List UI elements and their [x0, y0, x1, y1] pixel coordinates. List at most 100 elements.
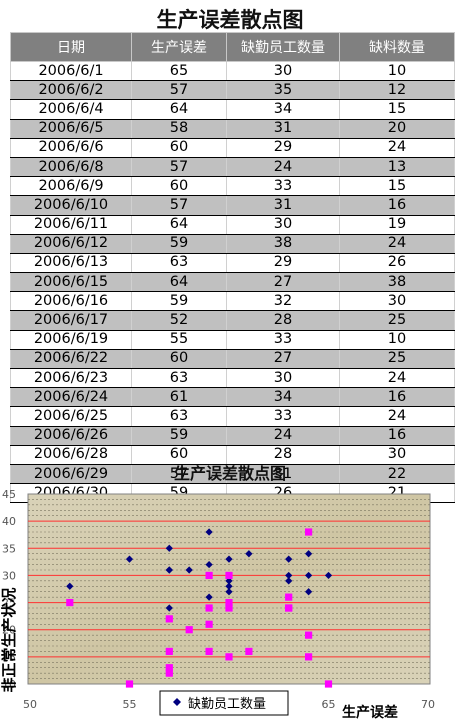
table-cell[interactable]: 2006/6/22 — [10, 349, 132, 370]
table-cell[interactable]: 33 — [226, 176, 340, 197]
table-cell[interactable]: 59 — [131, 291, 227, 312]
material-shortage-point — [205, 604, 213, 612]
table-cell[interactable]: 24 — [339, 234, 455, 254]
table-cell[interactable]: 2006/6/10 — [10, 195, 132, 216]
table-cell[interactable]: 33 — [226, 330, 340, 350]
table-cell[interactable]: 27 — [226, 272, 340, 293]
table-cell[interactable]: 2006/6/26 — [10, 426, 132, 446]
material-shortage-point — [324, 680, 333, 688]
table-cell[interactable]: 29 — [226, 138, 340, 158]
table-cell[interactable]: 16 — [339, 195, 455, 216]
table-cell[interactable]: 2006/6/4 — [10, 99, 132, 120]
table-cell[interactable]: 30 — [339, 445, 455, 465]
table-cell[interactable]: 2006/6/29 — [10, 464, 132, 485]
table-cell[interactable]: 2006/6/24 — [10, 387, 132, 408]
table-cell[interactable]: 63 — [131, 253, 227, 274]
table-cell[interactable]: 2006/6/19 — [10, 330, 132, 350]
table-cell[interactable]: 2006/6/16 — [10, 291, 132, 312]
table-cell[interactable]: 64 — [131, 215, 227, 235]
material-shortage-point — [165, 647, 173, 656]
table-cell[interactable]: 16 — [339, 426, 455, 446]
table-cell[interactable]: 30 — [339, 291, 455, 312]
minor-gridlines — [28, 499, 430, 679]
table-cell[interactable]: 24 — [339, 406, 455, 427]
table-cell[interactable]: 55 — [131, 330, 227, 350]
table-cell[interactable]: 2006/6/15 — [10, 272, 132, 293]
table-cell[interactable]: 63 — [131, 368, 227, 389]
table-cell[interactable]: 57 — [131, 464, 227, 485]
table-cell[interactable]: 13 — [339, 157, 455, 178]
table-cell[interactable]: 28 — [226, 310, 340, 331]
table-cell[interactable]: 2006/6/11 — [10, 215, 132, 235]
table-cell[interactable]: 52 — [131, 310, 227, 331]
table-cell[interactable]: 27 — [226, 349, 340, 370]
table-cell[interactable]: 64 — [131, 99, 227, 120]
table-cell[interactable]: 2006/6/25 — [10, 406, 132, 427]
y-tick-label: 25 — [2, 597, 16, 610]
table-cell[interactable]: 64 — [131, 272, 227, 293]
table-cell[interactable]: 22 — [339, 464, 455, 485]
table-cell[interactable]: 30 — [226, 368, 340, 389]
table-cell[interactable]: 30 — [226, 215, 340, 235]
table-cell[interactable]: 29 — [226, 253, 340, 274]
table-cell[interactable]: 24 — [339, 368, 455, 389]
table-cell[interactable]: 2006/6/1 — [10, 61, 132, 82]
table-cell[interactable]: 38 — [226, 234, 340, 254]
table-cell[interactable]: 60 — [131, 176, 227, 197]
table-cell[interactable]: 61 — [131, 387, 227, 408]
table-cell[interactable]: 16 — [339, 387, 455, 408]
table-cell[interactable]: 60 — [131, 445, 227, 465]
table-cell[interactable]: 19 — [339, 215, 455, 235]
table-cell[interactable]: 25 — [339, 310, 455, 331]
column-header[interactable]: 生产误差 — [131, 32, 227, 62]
table-cell[interactable]: 35 — [226, 80, 340, 101]
table-cell[interactable]: 34 — [226, 99, 340, 120]
table-cell[interactable]: 26 — [339, 253, 455, 274]
table-cell[interactable]: 15 — [339, 176, 455, 197]
table-row: 2006/6/19 55 33 10 — [10, 330, 455, 350]
table-cell[interactable]: 10 — [339, 61, 455, 82]
column-header[interactable]: 缺勤员工数量 — [226, 32, 340, 62]
table-cell[interactable]: 24 — [226, 426, 340, 446]
absent-staff-point — [165, 604, 173, 612]
column-header[interactable]: 日期 — [10, 32, 132, 62]
table-cell[interactable]: 30 — [226, 61, 340, 82]
table-cell[interactable]: 2006/6/9 — [10, 176, 132, 197]
table-cell[interactable]: 57 — [131, 80, 227, 101]
table-cell[interactable]: 58 — [131, 119, 227, 139]
table-cell[interactable]: 2006/6/8 — [10, 157, 132, 178]
table-cell[interactable]: 60 — [131, 349, 227, 370]
table-cell[interactable]: 2006/6/2 — [10, 80, 132, 101]
table-cell[interactable]: 10 — [339, 330, 455, 350]
table-cell[interactable]: 60 — [131, 138, 227, 158]
table-cell[interactable]: 57 — [131, 195, 227, 216]
table-cell[interactable]: 20 — [339, 119, 455, 139]
table-cell[interactable]: 24 — [339, 138, 455, 158]
table-cell[interactable]: 65 — [131, 61, 227, 82]
x-tick-label: 55 — [123, 698, 137, 711]
table-cell[interactable]: 59 — [131, 426, 227, 446]
table-cell[interactable]: 2006/6/28 — [10, 445, 132, 465]
table-cell[interactable]: 32 — [226, 291, 340, 312]
absent-staff-point — [185, 566, 193, 574]
table-row: 2006/6/16 59 32 30 — [10, 291, 455, 312]
table-cell[interactable]: 59 — [131, 234, 227, 254]
table-cell[interactable]: 63 — [131, 406, 227, 427]
table-cell[interactable]: 31 — [226, 119, 340, 139]
table-cell[interactable]: 31 — [226, 195, 340, 216]
table-cell[interactable]: 2006/6/23 — [10, 368, 132, 389]
column-header[interactable]: 缺料数量 — [339, 32, 455, 62]
table-cell[interactable]: 12 — [339, 80, 455, 101]
table-cell[interactable]: 34 — [226, 387, 340, 408]
table-cell[interactable]: 25 — [339, 349, 455, 370]
table-cell[interactable]: 2006/6/5 — [10, 119, 132, 139]
table-cell[interactable]: 57 — [131, 157, 227, 178]
table-cell[interactable]: 2006/6/13 — [10, 253, 132, 274]
table-cell[interactable]: 2006/6/17 — [10, 310, 132, 331]
table-cell[interactable]: 38 — [339, 272, 455, 293]
table-cell[interactable]: 33 — [226, 406, 340, 427]
table-cell[interactable]: 2006/6/6 — [10, 138, 132, 158]
table-cell[interactable]: 2006/6/12 — [10, 234, 132, 254]
table-cell[interactable]: 24 — [226, 157, 340, 178]
table-cell[interactable]: 15 — [339, 99, 455, 120]
